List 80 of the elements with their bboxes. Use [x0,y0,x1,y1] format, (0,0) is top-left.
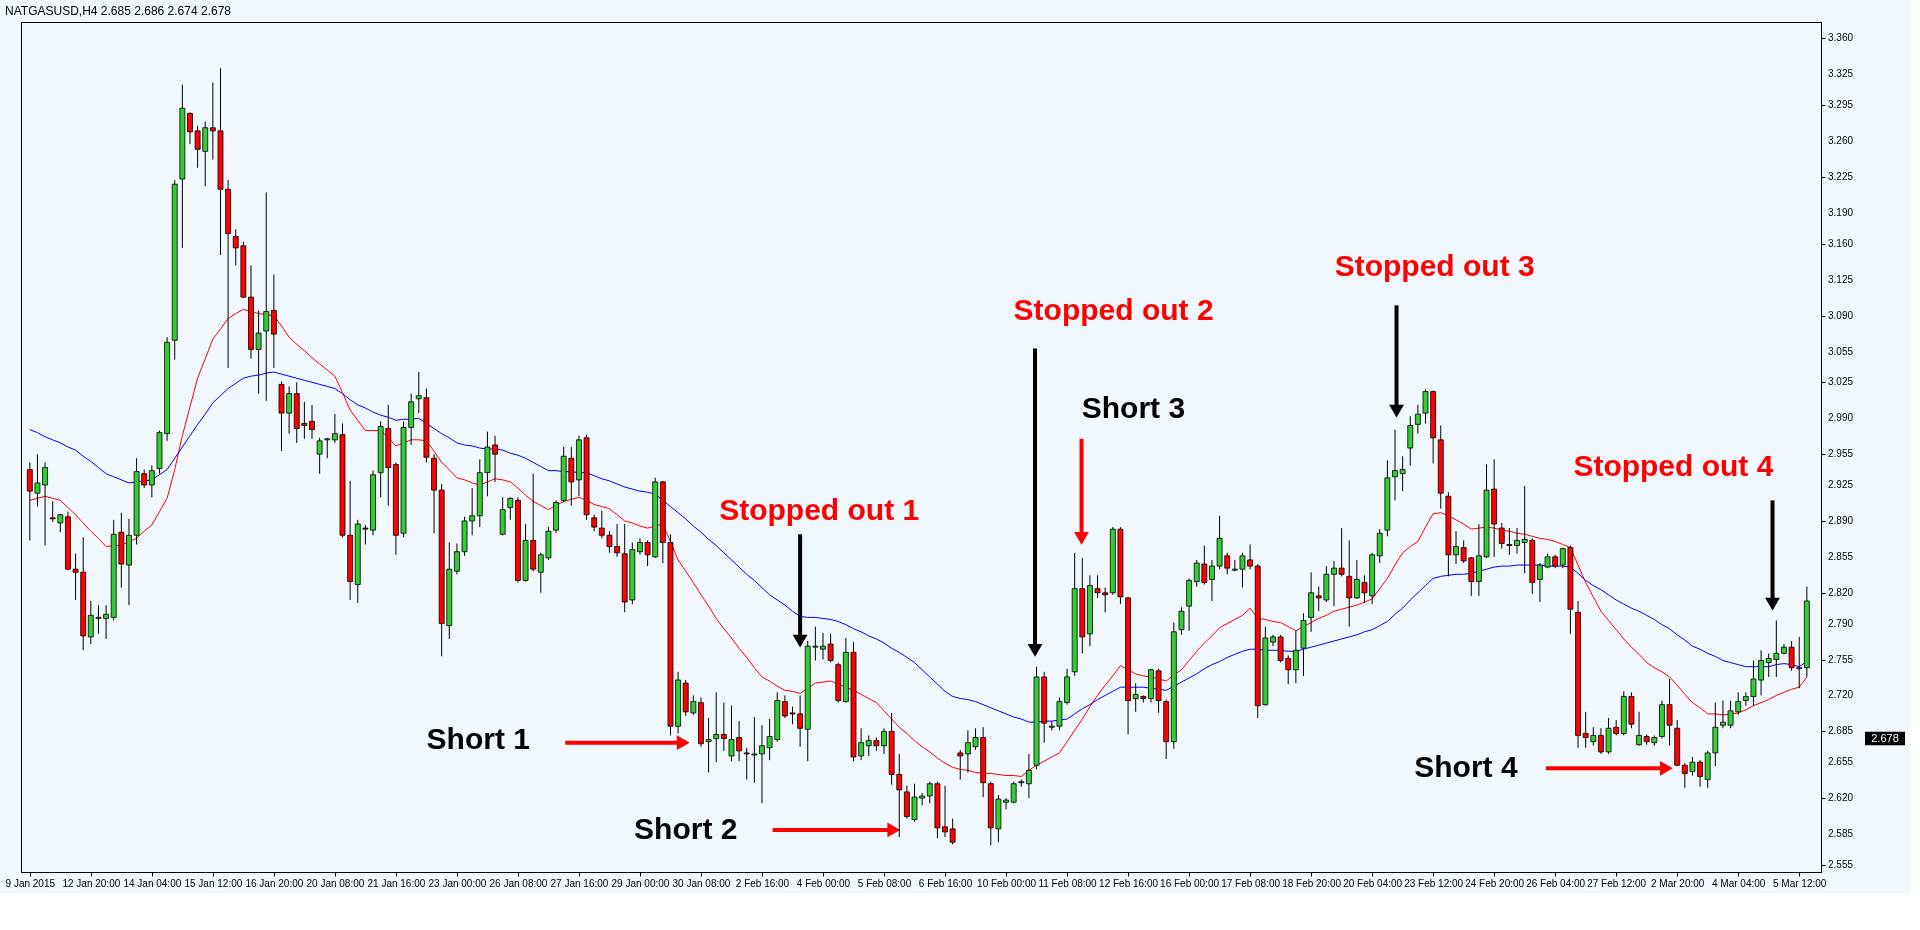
x-tick-label: 18 Feb 20:00 [1282,877,1342,889]
x-tick-label: 11 Feb 08:00 [1038,877,1098,889]
x-tick-label: 17 Feb 08:00 [1221,877,1281,889]
candlestick [263,191,270,402]
x-tick-label: 27 Jan 16:00 [550,877,609,889]
candlestick [507,496,514,521]
y-tick-label: 2.955 [1828,448,1854,460]
candlestick [1407,415,1414,466]
candlestick [1292,630,1299,684]
y-tick-label: 2.790 [1828,617,1854,629]
candlestick [1026,753,1032,799]
y-tick-label: 3.360 [1828,32,1854,44]
candlestick [148,464,155,498]
x-tick-label: 2 Feb 16:00 [735,877,790,889]
annotation: Stopped out 3 [1334,249,1535,283]
x-tick-label: 27 Feb 12:00 [1587,877,1647,889]
x-tick-label: 12 Jan 20:00 [62,877,121,889]
y-tick-label: 2.990 [1828,412,1854,424]
y-tick-label: 2.585 [1828,828,1854,840]
y-tick-label: 3.025 [1828,376,1854,388]
x-tick-label: 26 Feb 04:00 [1526,877,1586,889]
candlestick [720,702,727,752]
x-tick-label: 24 Feb 20:00 [1465,877,1525,889]
x-tick-label: 5 Feb 08:00 [857,877,912,889]
y-tick-label: 2.555 [1828,858,1854,870]
y-tick-label: 3.055 [1828,345,1854,357]
chart-title: NATGASUSD,H4 2.685 2.686 2.674 2.678 [5,4,232,18]
candlestick [1178,606,1185,636]
x-tick-label: 21 Jan 16:00 [367,877,426,889]
annotation: Short 2 [634,811,738,845]
x-tick-label: 15 Jan 12:00 [184,877,243,889]
y-tick-label: 2.655 [1828,756,1854,768]
annotation: Stopped out 2 [1013,293,1214,327]
y-tick-label: 2.620 [1828,792,1854,804]
y-tick-label: 3.160 [1828,237,1854,249]
x-tick-label: 9 Jan 2015 [5,877,56,889]
x-tick-label: 23 Jan 00:00 [428,877,487,889]
candlestick [1346,539,1353,628]
y-tick-label: 2.685 [1828,725,1854,737]
x-tick-label: 20 Jan 08:00 [306,877,365,889]
y-tick-label: 3.225 [1828,171,1854,183]
candlestick [316,437,323,475]
y-tick-label: 3.125 [1828,273,1854,285]
y-tick-label: 2.755 [1828,653,1854,665]
annotation: Short 3 [1081,391,1186,425]
x-tick-label: 29 Jan 00:00 [611,877,670,889]
x-tick-label: 16 Feb 00:00 [1160,877,1220,889]
x-tick-label: 26 Jan 08:00 [489,877,548,889]
y-tick-label: 2.925 [1828,478,1854,490]
x-tick-label: 23 Feb 12:00 [1404,877,1464,889]
text: 2.678 [1871,731,1899,744]
y-tick-label: 2.820 [1828,586,1854,598]
y-tick-label: 3.260 [1828,135,1854,147]
x-tick-label: 10 Feb 00:00 [977,877,1037,889]
x-tick-label: 2 Mar 20:00 [1651,877,1705,889]
y-tick-label: 3.295 [1828,99,1854,111]
y-tick-label: 2.855 [1828,550,1854,562]
candlestick [713,691,720,763]
x-tick-label: 16 Jan 20:00 [245,877,304,889]
x-tick-label: 14 Jan 04:00 [123,877,182,889]
annotation: Stopped out 1 [719,492,920,526]
candlestick [1498,522,1505,550]
y-tick-label: 3.190 [1828,206,1854,218]
x-tick-label: 20 Feb 04:00 [1343,877,1403,889]
y-tick-label: 2.720 [1828,689,1854,701]
x-tick-label: 6 Feb 16:00 [918,877,973,889]
annotation: Short 4 [1414,750,1518,784]
annotation: Short 1 [426,721,530,755]
y-tick-label: 3.090 [1828,309,1854,321]
x-tick-label: 4 Mar 04:00 [1712,877,1766,889]
candlestick [949,818,956,845]
x-tick-label: 30 Jan 08:00 [672,877,731,889]
candlestick [1636,711,1642,747]
x-tick-label: 5 Mar 12:00 [1773,877,1827,889]
y-tick-label: 3.325 [1828,68,1854,80]
x-tick-label: 4 Feb 00:00 [796,877,851,889]
y-tick-label: 2.890 [1828,514,1854,526]
candlestick [1376,528,1383,564]
annotation: Stopped out 4 [1573,448,1774,482]
x-tick-label: 12 Feb 16:00 [1099,877,1159,889]
